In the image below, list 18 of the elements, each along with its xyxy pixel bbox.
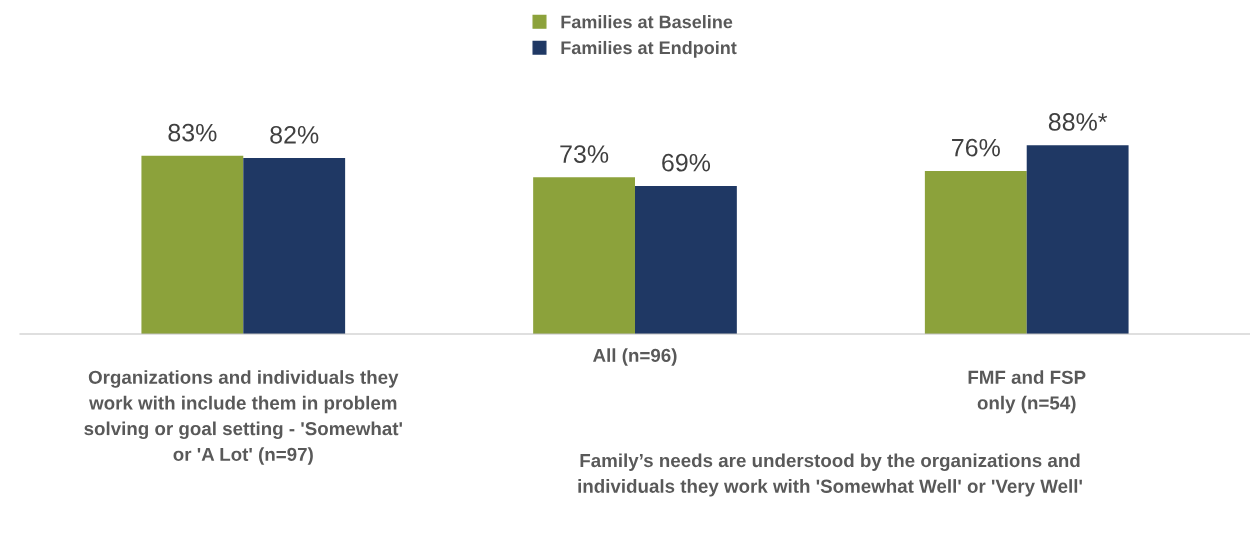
legend-label: Families at Baseline	[561, 15, 733, 29]
data-label: 83%	[168, 123, 217, 142]
text: Family’s needs are understood by the organizations and individuals they work with 'Somewhat Well' or 'Very Well'	[578, 453, 1082, 497]
x-tick-label: FMF and FSP only (n=54)	[968, 370, 1086, 414]
data-label: 69%	[662, 153, 711, 172]
bar	[243, 158, 346, 334]
x-tick-label: Organizations and individuals they work with include them in problem solving or goal setting - 'Somewhat' or 'A Lot' (n=97)	[84, 370, 402, 465]
legend-label: Families at Endpoint	[561, 40, 737, 58]
bar	[635, 185, 737, 334]
x-tick-label: All (n=96)	[593, 348, 677, 366]
data-label: 82%	[270, 125, 319, 144]
bar	[533, 177, 635, 334]
bar	[141, 155, 244, 334]
data-label: 88%*	[1048, 113, 1108, 131]
data-label: 76%	[952, 138, 1000, 157]
bar	[1026, 145, 1129, 334]
data-label: 73%	[560, 145, 609, 163]
bar	[924, 170, 1027, 334]
